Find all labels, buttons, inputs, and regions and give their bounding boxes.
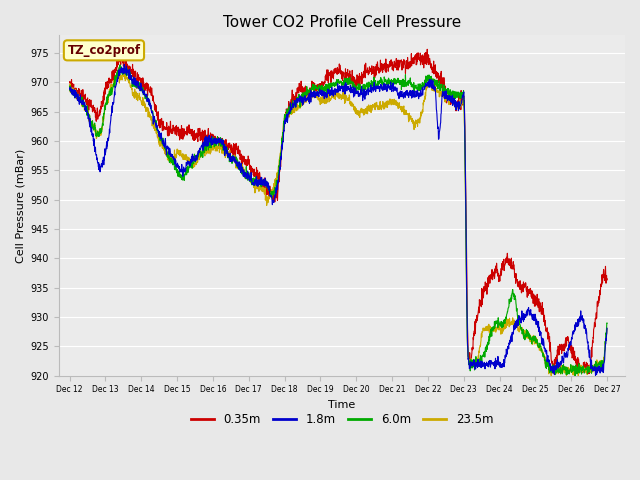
X-axis label: Time: Time xyxy=(328,400,356,410)
Legend: 0.35m, 1.8m, 6.0m, 23.5m: 0.35m, 1.8m, 6.0m, 23.5m xyxy=(186,408,498,431)
Text: TZ_co2prof: TZ_co2prof xyxy=(67,44,141,57)
Title: Tower CO2 Profile Cell Pressure: Tower CO2 Profile Cell Pressure xyxy=(223,15,461,30)
Y-axis label: Cell Pressure (mBar): Cell Pressure (mBar) xyxy=(15,148,25,263)
